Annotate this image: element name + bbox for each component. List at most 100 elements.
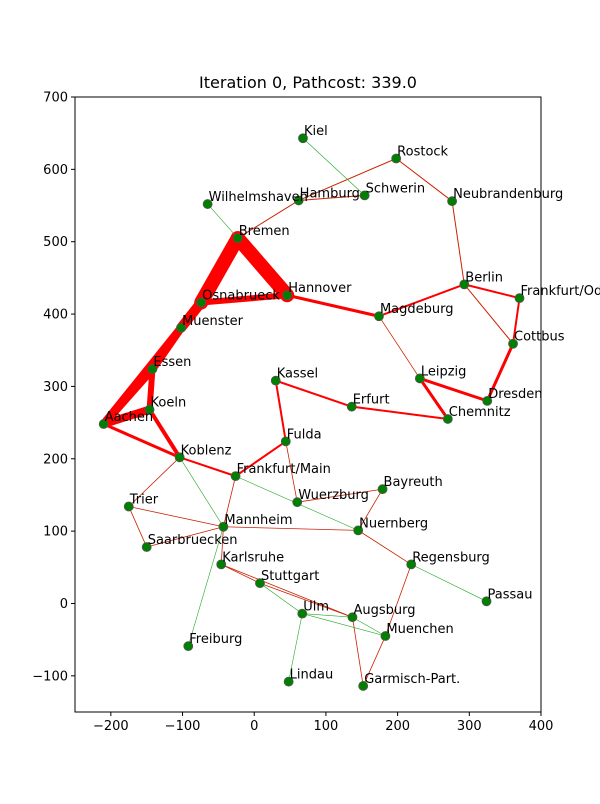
y-tick-label: −100 [32,669,68,684]
node-label-mannheim: Mannheim [224,513,292,528]
edge-wilhelmshaven-bremen [207,203,239,239]
node-osnabrueck [196,297,207,308]
x-tick-label: −100 [165,719,201,734]
node-kassel [270,375,281,386]
edge-essen-koeln [146,366,156,413]
node-fulda [280,436,291,447]
node-label-koeln: Koeln [151,396,187,411]
node-label-leipzig: Leipzig [421,364,467,379]
y-axis: −100 0 100 200 300 400 500 600 700 [32,91,75,684]
y-tick-label: 200 [43,452,68,467]
node-stuttgart [255,578,265,589]
edge-hamburg-bremen [237,199,300,239]
node-karlsruhe [216,559,227,570]
x-tick-label: 100 [314,719,339,734]
node-berlin [459,279,470,290]
edge-hannover-magdeburg [285,293,381,318]
node-label-passau: Passau [488,587,533,602]
edge-ulm-lindau [288,613,303,682]
node-label-chemnitz: Chemnitz [449,405,511,420]
node-muenster [176,322,187,333]
y-tick-label: 500 [43,235,68,250]
edge-kiel-schwerin [302,137,365,196]
edge-koblenz-mannheim [179,457,224,528]
node-wilhelmshaven [202,199,213,209]
edge-hamburg-schwerin [298,194,366,201]
edge-karlsruhe-augsburg [220,564,353,618]
node-label-magdeburg: Magdeburg [380,302,454,317]
y-tick-label: 700 [43,91,68,106]
node-label-stuttgart: Stuttgart [261,569,319,584]
node-aachen [98,419,109,429]
node-label-rostock: Rostock [397,145,448,160]
edge-nuernberg-regensburg [357,529,412,565]
node-magdeburg [374,311,384,322]
edge-chemnitz-erfurt [350,405,449,420]
edge-trier-mannheim [128,506,224,528]
node-rostock [391,153,402,164]
edge-leipzig-chemnitz [418,376,450,421]
node-label-neubrandenburg: Neubrandenburg [453,187,563,202]
edge-muenchen-garmisch-part [362,635,386,687]
edge-koblenz-trier [128,456,181,507]
x-tick-label: 400 [529,719,554,734]
node-wuerzburg [292,497,303,508]
node-kiel [298,133,308,144]
edge-magdeburg-berlin [377,283,466,318]
edge-kassel-fulda [274,379,287,443]
y-tick-label: 400 [43,308,68,323]
edge-augsburg-garmisch-part [352,616,364,687]
x-tick-label: −200 [93,719,129,734]
y-tick-label: 300 [43,380,68,395]
y-tick-label: 600 [43,163,68,178]
node-nuernberg [353,525,364,536]
node-label-fulda: Fulda [287,427,322,442]
node-label-muenchen: Muenchen [386,622,453,637]
node-label-trier: Trier [129,493,159,508]
node-label-saarbruecken: Saarbruecken [148,533,238,548]
edge-wuerzburg-bayreuth [296,488,383,503]
edge-bremen-hannover [230,231,295,303]
node-label-ulm: Ulm [303,600,329,615]
node-leipzig [414,373,425,384]
edge-osnabrueck-hannover [198,292,291,306]
edge-osnabrueck-muenster [176,297,207,333]
edge-ulm-muenchen [301,613,386,637]
node-frankfurt-main [230,471,241,482]
x-tick-label: 200 [385,719,410,734]
edge-mannheim-nuernberg [223,526,359,531]
node-label-berlin: Berlin [465,270,503,285]
node-hannover [282,290,293,301]
node-frankfurt-oder [514,293,525,304]
edge-frankfurt-main-koblenz [178,456,237,478]
node-bremen [232,233,243,243]
edge-regensburg-muenchen [385,564,412,637]
edge-augsburg-muenchen [352,616,386,637]
node-neubrandenburg [447,196,458,207]
edge-bayreuth-nuernberg [357,488,383,531]
nodes-layer [98,133,525,691]
node-label-hamburg: Hamburg [300,186,360,201]
node-label-aachen: Aachen [105,410,153,425]
node-label-schwerin: Schwerin [366,181,425,196]
node-freiburg [183,641,194,652]
node-label-bremen: Bremen [239,224,290,239]
edge-koeln-koblenz [147,407,182,460]
node-label-garmisch-part: Garmisch-Part. [364,672,460,687]
edge-magdeburg-leipzig [378,315,421,379]
node-lindau [283,676,294,687]
node-essen [147,364,158,374]
x-tick-label: 300 [457,719,482,734]
edge-neubrandenburg-rostock [395,158,453,202]
edge-karlsruhe-stuttgart [220,564,261,584]
node-label-essen: Essen [153,355,191,370]
node-label-frankfurt-oder: Frankfurt/Oder [520,284,600,299]
edge-ulm-augsburg [301,613,353,618]
node-label-wilhelmshaven: Wilhelmshaven [209,190,308,205]
edge-erfurt-kassel [274,379,353,408]
node-label-karlsruhe: Karlsruhe [222,550,284,565]
plot-frame [74,96,542,713]
node-cottbus [508,338,518,349]
edge-fulda-frankfurt-main [234,440,287,478]
node-label-augsburg: Augsburg [353,603,415,618]
